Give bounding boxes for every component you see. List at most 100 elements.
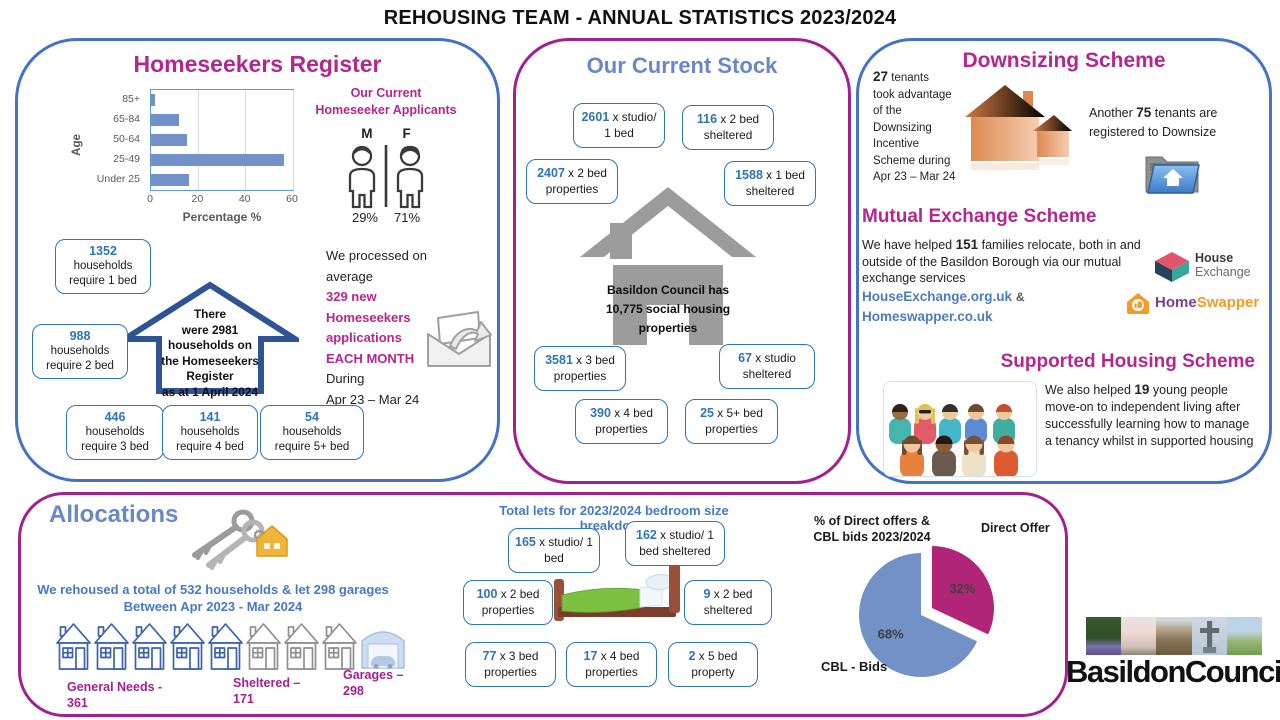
garages-label: Garages –298 xyxy=(343,668,404,698)
stock-box-1bed-sheltered: 1588 x 1 bed sheltered xyxy=(724,161,816,206)
pie-label-cbl-bids: CBL - Bids xyxy=(821,659,888,674)
downsizing-text: 27 tenants took advantage of the Downsizi… xyxy=(873,69,956,183)
stock-box-2bed: 2407 x 2 bed properties xyxy=(526,159,618,204)
logo-text: BasildonCouncil xyxy=(1066,654,1280,689)
age-chart-xlabel: Percentage % xyxy=(182,210,262,224)
pie-label-direct-offer: Direct Offer xyxy=(981,521,1050,535)
house-exchange-text1: House xyxy=(1195,251,1234,265)
downsizing-houses-icon xyxy=(965,85,1072,170)
homeswapper-icon xyxy=(1127,293,1149,314)
stock-box-2bed-sheltered: 116 x 2 bed sheltered xyxy=(682,105,774,150)
need-box-2bed: 988 households require 2 bed xyxy=(32,324,128,379)
house-outline-icon xyxy=(170,623,205,670)
bar-85+ xyxy=(151,94,155,106)
home-folder-icon xyxy=(1145,156,1200,194)
panel-schemes: Downsizing Scheme 27 tenants took advant… xyxy=(856,38,1272,484)
house-exchange-logo: House Exchange xyxy=(1151,249,1263,290)
stock-box-5bed: 25 x 5+ bed properties xyxy=(685,399,778,444)
homeswapper-link[interactable]: Homeswapper.co.uk xyxy=(862,308,993,324)
house-exchange-text2: Exchange xyxy=(1195,265,1251,279)
allocations-heading: Allocations xyxy=(49,501,179,528)
need-box-3bed: 446 households require 3 bed xyxy=(66,405,164,460)
homeswapper-logo: HomeSwapper xyxy=(1125,291,1265,317)
house-outline-icon xyxy=(56,623,91,670)
lets-box-4bed: 17 x 4 bed properties xyxy=(566,642,657,687)
supported-housing-text: We also helped 19 young people move-on t… xyxy=(1045,382,1254,448)
current-applicants-block: Our Current Homeseeker Applicants M F xyxy=(311,85,461,227)
allocations-summary: We rehoused a total of 532 households & … xyxy=(37,582,389,614)
processed-applications-text: We processed on average 329 new Homeseek… xyxy=(326,248,427,407)
need-box-5bed: 54 households require 5+ bed xyxy=(260,405,364,460)
homeswapper-text2: Swapper xyxy=(1196,294,1260,311)
house-outline-icon xyxy=(284,623,319,670)
pie-value-label: 32% xyxy=(949,581,975,596)
pie-title: % of Direct offers & CBL bids 2023/2024 xyxy=(813,514,931,544)
cross-icon xyxy=(1199,621,1219,653)
age-chart-categories: 85+ 65-84 50-64 25-49 Under 25 xyxy=(96,93,140,185)
lets-box-2bed-sheltered: 9 x 2 bed sheltered xyxy=(684,580,772,625)
pie-chart: 32% 68% xyxy=(859,546,994,677)
house-outline-icon xyxy=(132,623,167,670)
photo-tower xyxy=(1156,617,1192,655)
house-outline-icon xyxy=(246,623,281,670)
young-people-illustration xyxy=(883,381,1037,477)
stock-total-text: Basildon Council has 10,775 social housin… xyxy=(605,283,731,335)
age-bar-chart: Age 85+ 65-84 50-64 25-49 Under 25 0 20 40 60 P… xyxy=(71,83,330,233)
downsizing-heading: Downsizing Scheme xyxy=(962,49,1166,72)
basildon-council-logo: BasildonCouncil xyxy=(1066,612,1280,712)
register-total-text: There were 2981 households on the Homeseek… xyxy=(161,307,259,399)
bed-icon xyxy=(554,559,680,621)
lets-box-studio1bed-sheltered: 162 x studio/ 1 bed sheltered xyxy=(625,521,725,566)
people-group-icon xyxy=(884,382,1036,476)
house-icon xyxy=(580,187,756,345)
keys-icon xyxy=(192,509,288,570)
garage-icon xyxy=(361,631,405,669)
female-label: F xyxy=(402,126,411,141)
stock-box-studio-sheltered: 67 x studio sheltered xyxy=(719,344,815,389)
photo-woods xyxy=(1086,617,1122,655)
supported-housing-heading: Supported Housing Scheme xyxy=(1000,351,1255,372)
house-outline-icon xyxy=(322,623,357,670)
house-exchange-link[interactable]: HouseExchange.org.uk xyxy=(862,288,1013,304)
male-label: M xyxy=(361,126,373,141)
house-exchange-icon xyxy=(1155,252,1189,282)
male-percentage: 29% xyxy=(351,210,378,225)
lets-box-studio1bed: 165 x studio/ 1 bed xyxy=(508,528,600,573)
applicants-title-line1: Our Current xyxy=(350,86,422,100)
panel-current-stock: Our Current Stock Basildon Council has 10… xyxy=(513,38,851,484)
male-female-icon xyxy=(348,145,424,209)
photo-blossom xyxy=(1121,617,1157,655)
photo-cross xyxy=(1191,617,1227,655)
need-box-1bed: 1352 households require 1 bed xyxy=(55,239,151,294)
homeswapper-text1: Home xyxy=(1155,294,1197,311)
applicants-title-line2: Homeseeker Applicants xyxy=(315,103,457,117)
stock-box-3bed: 3581 x 3 bed properties xyxy=(534,346,626,391)
mutual-exchange-heading: Mutual Exchange Scheme xyxy=(862,206,1097,227)
pie-slice-direct-offer xyxy=(931,546,994,635)
bar-65-84 xyxy=(151,114,180,126)
pie-value-label: 68% xyxy=(878,626,904,641)
photo-park xyxy=(1226,617,1263,655)
stock-heading: Our Current Stock xyxy=(586,53,778,78)
need-box-4bed: 141 households require 4 bed xyxy=(162,405,258,460)
general-needs-label: General Needs -361 xyxy=(67,680,163,710)
lets-box-2bed: 100 x 2 bed properties xyxy=(463,580,553,625)
houses-row xyxy=(55,619,407,671)
envelope-icon xyxy=(427,311,492,367)
bar-Under 25 xyxy=(151,174,189,186)
house-outline-icon xyxy=(208,623,243,670)
homeseekers-heading: Homeseekers Register xyxy=(133,51,382,77)
mutual-exchange-text: We have helped 151 families relocate, bo… xyxy=(862,237,1141,324)
lets-box-3bed: 77 x 3 bed properties xyxy=(465,642,556,687)
bar-50-64 xyxy=(151,134,187,146)
sheltered-label: Sheltered –171 xyxy=(233,676,301,706)
page-title: REHOUSING TEAM - ANNUAL STATISTICS 2023/… xyxy=(383,7,897,29)
age-chart-plot xyxy=(150,89,294,191)
house-outline-icon xyxy=(94,623,129,670)
bar-25-49 xyxy=(151,154,284,166)
age-chart-ylabel: Age xyxy=(70,134,83,156)
downsizing-registered-text: Another 75 tenants are registered to Dow… xyxy=(1089,105,1218,139)
panel-allocations: Allocations We rehoused a total of 532 h… xyxy=(18,492,1068,717)
up-arrow-icon xyxy=(114,281,306,394)
